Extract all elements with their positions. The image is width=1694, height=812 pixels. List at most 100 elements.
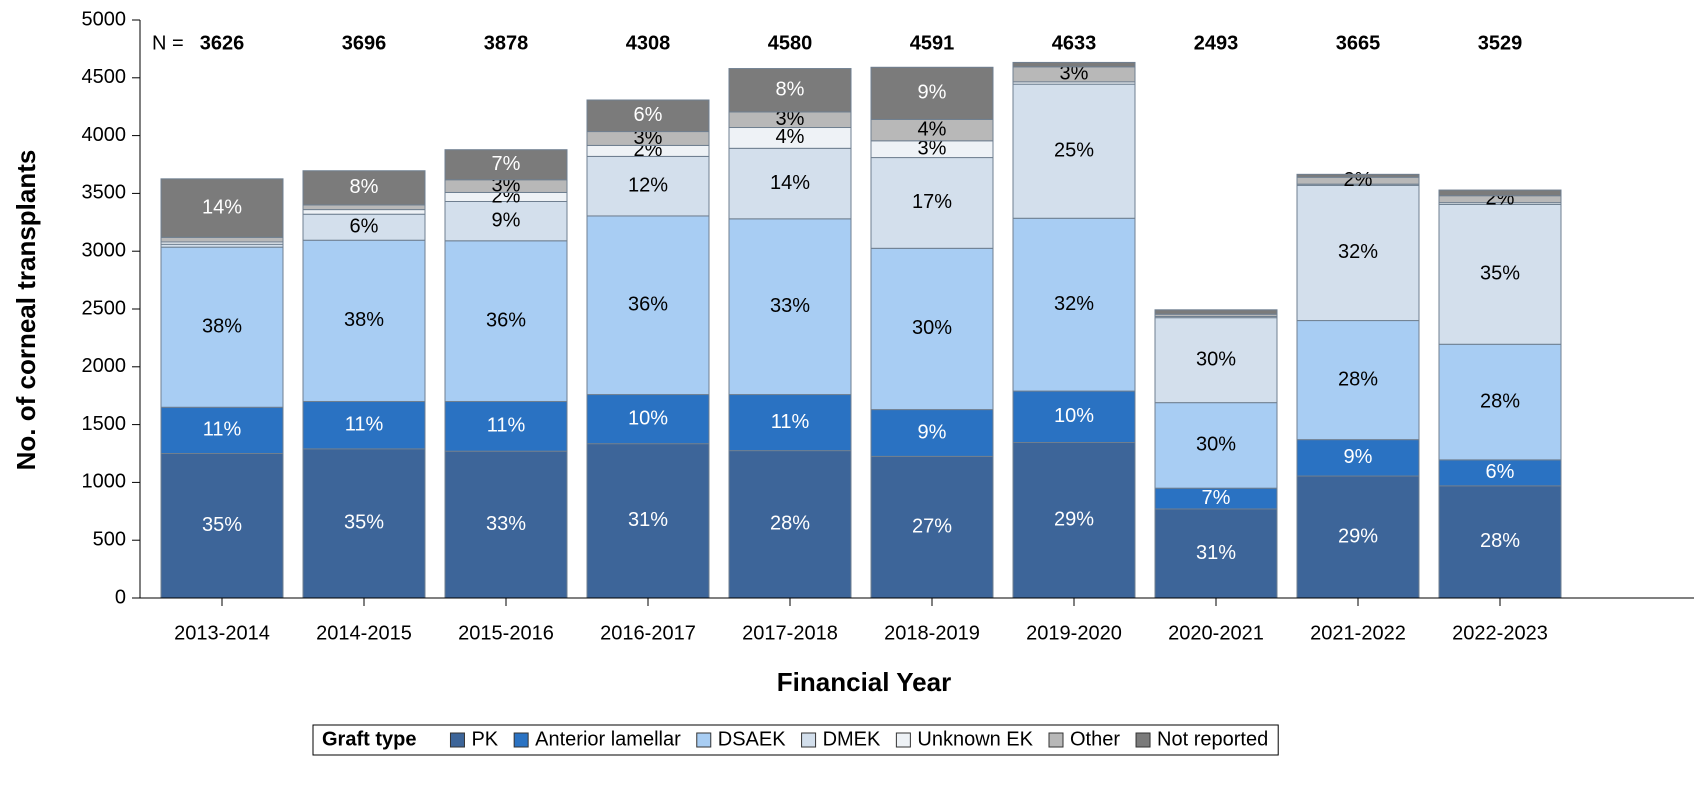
- data-label: 33%: [486, 513, 526, 535]
- data-label: 9%: [918, 82, 947, 104]
- bar-segment: [586, 99, 710, 133]
- data-label: 38%: [202, 315, 242, 337]
- x-tick-label: 2020-2021: [1168, 622, 1264, 644]
- data-label: 11%: [345, 413, 384, 435]
- legend-label: DMEK: [823, 728, 881, 750]
- data-label: 6%: [1486, 461, 1515, 483]
- data-label: 11%: [487, 415, 526, 437]
- data-label: 27%: [912, 515, 952, 537]
- x-tick-label: 2019-2020: [1026, 622, 1122, 644]
- bar-segment: [1296, 184, 1420, 322]
- data-label: 3%: [776, 108, 805, 130]
- total-label: 3529: [1478, 32, 1523, 54]
- bar-segment: [444, 149, 568, 181]
- legend-label: PK: [471, 728, 498, 750]
- bar-segment: [870, 66, 994, 120]
- bar-segment: [1438, 203, 1562, 345]
- bar-segment: [160, 246, 284, 408]
- bar-segment: [302, 448, 426, 599]
- y-tick-label: 0: [115, 586, 126, 608]
- data-label: 36%: [628, 294, 668, 316]
- x-tick-label: 2018-2019: [884, 622, 980, 644]
- y-tick-label: 3500: [82, 182, 127, 204]
- data-label: 38%: [344, 309, 384, 331]
- data-label: 35%: [344, 512, 384, 534]
- x-tick-label: 2022-2023: [1452, 622, 1548, 644]
- data-label: 30%: [912, 317, 952, 339]
- bar-segment: [1012, 217, 1136, 392]
- data-label: 30%: [1196, 348, 1236, 370]
- y-tick-label: 2000: [82, 355, 127, 377]
- data-label: 10%: [1054, 405, 1094, 427]
- data-label: 28%: [1338, 368, 1378, 390]
- data-label: 30%: [1196, 434, 1236, 456]
- data-label: 8%: [350, 176, 379, 198]
- total-label: 3696: [342, 32, 387, 54]
- data-label: 9%: [1344, 446, 1373, 468]
- legend-swatch: [696, 732, 712, 748]
- y-tick-label: 2500: [82, 297, 127, 319]
- data-label: 17%: [912, 191, 952, 213]
- x-axis-title: Financial Year: [777, 667, 951, 697]
- legend-swatch: [449, 732, 465, 748]
- bar-segment: [160, 178, 284, 238]
- bar-segment: [586, 215, 710, 396]
- total-label: 4308: [626, 32, 671, 54]
- data-label: 33%: [770, 295, 810, 317]
- data-label: 7%: [492, 153, 521, 175]
- bar-segment: [1296, 320, 1420, 441]
- y-tick-label: 5000: [82, 8, 127, 30]
- bar-segment: [586, 443, 710, 599]
- data-label: 7%: [1202, 487, 1231, 509]
- data-label: 12%: [628, 174, 668, 196]
- y-tick-label: 1500: [82, 413, 127, 435]
- data-label: 3%: [634, 127, 663, 149]
- total-label: 3665: [1336, 32, 1381, 54]
- bar-segment: [1154, 309, 1278, 315]
- y-tick-label: 4500: [82, 66, 127, 88]
- bar-segment: [444, 450, 568, 599]
- data-label: 31%: [628, 509, 668, 531]
- legend-label: DSAEK: [718, 728, 786, 750]
- data-label: 4%: [918, 118, 947, 140]
- bar-segment: [870, 455, 994, 599]
- legend-box: [312, 724, 1279, 756]
- x-tick-label: 2017-2018: [742, 622, 838, 644]
- bar-segment: [444, 240, 568, 402]
- legend-title: Graft type: [322, 728, 416, 750]
- bar-segment: [1296, 173, 1420, 178]
- bar-segment: [1438, 343, 1562, 461]
- data-label: 25%: [1054, 139, 1094, 161]
- legend-label: Not reported: [1157, 728, 1268, 750]
- data-label: 29%: [1338, 525, 1378, 547]
- bar-segment: [1296, 439, 1420, 477]
- data-label: 14%: [770, 172, 810, 194]
- bar-segment: [586, 394, 710, 445]
- data-label: 29%: [1054, 509, 1094, 531]
- y-tick-label: 4000: [82, 124, 127, 146]
- total-label: 3878: [484, 32, 529, 54]
- data-label: 28%: [1480, 530, 1520, 552]
- total-label: 4580: [768, 32, 813, 54]
- bar-segment: [1154, 508, 1278, 599]
- legend-swatch: [801, 732, 817, 748]
- bar-segment: [870, 409, 994, 457]
- y-tick-label: 1000: [82, 471, 127, 493]
- total-label: 3626: [200, 32, 245, 54]
- data-label: 36%: [486, 309, 526, 331]
- bar-segment: [302, 209, 426, 215]
- bar-segment: [728, 68, 852, 113]
- bar-segment: [160, 406, 284, 455]
- y-axis-title: No. of corneal transplants: [11, 150, 41, 471]
- data-label: 11%: [203, 419, 242, 441]
- total-label: 4591: [910, 32, 955, 54]
- x-tick-label: 2013-2014: [174, 622, 270, 644]
- bar-segment: [728, 147, 852, 220]
- legend-swatch: [895, 732, 911, 748]
- x-tick-label: 2021-2022: [1310, 622, 1406, 644]
- bar-segment: [1012, 61, 1136, 68]
- bar-segment: [1012, 442, 1136, 599]
- x-tick-label: 2016-2017: [600, 622, 696, 644]
- data-label: 3%: [1060, 63, 1089, 85]
